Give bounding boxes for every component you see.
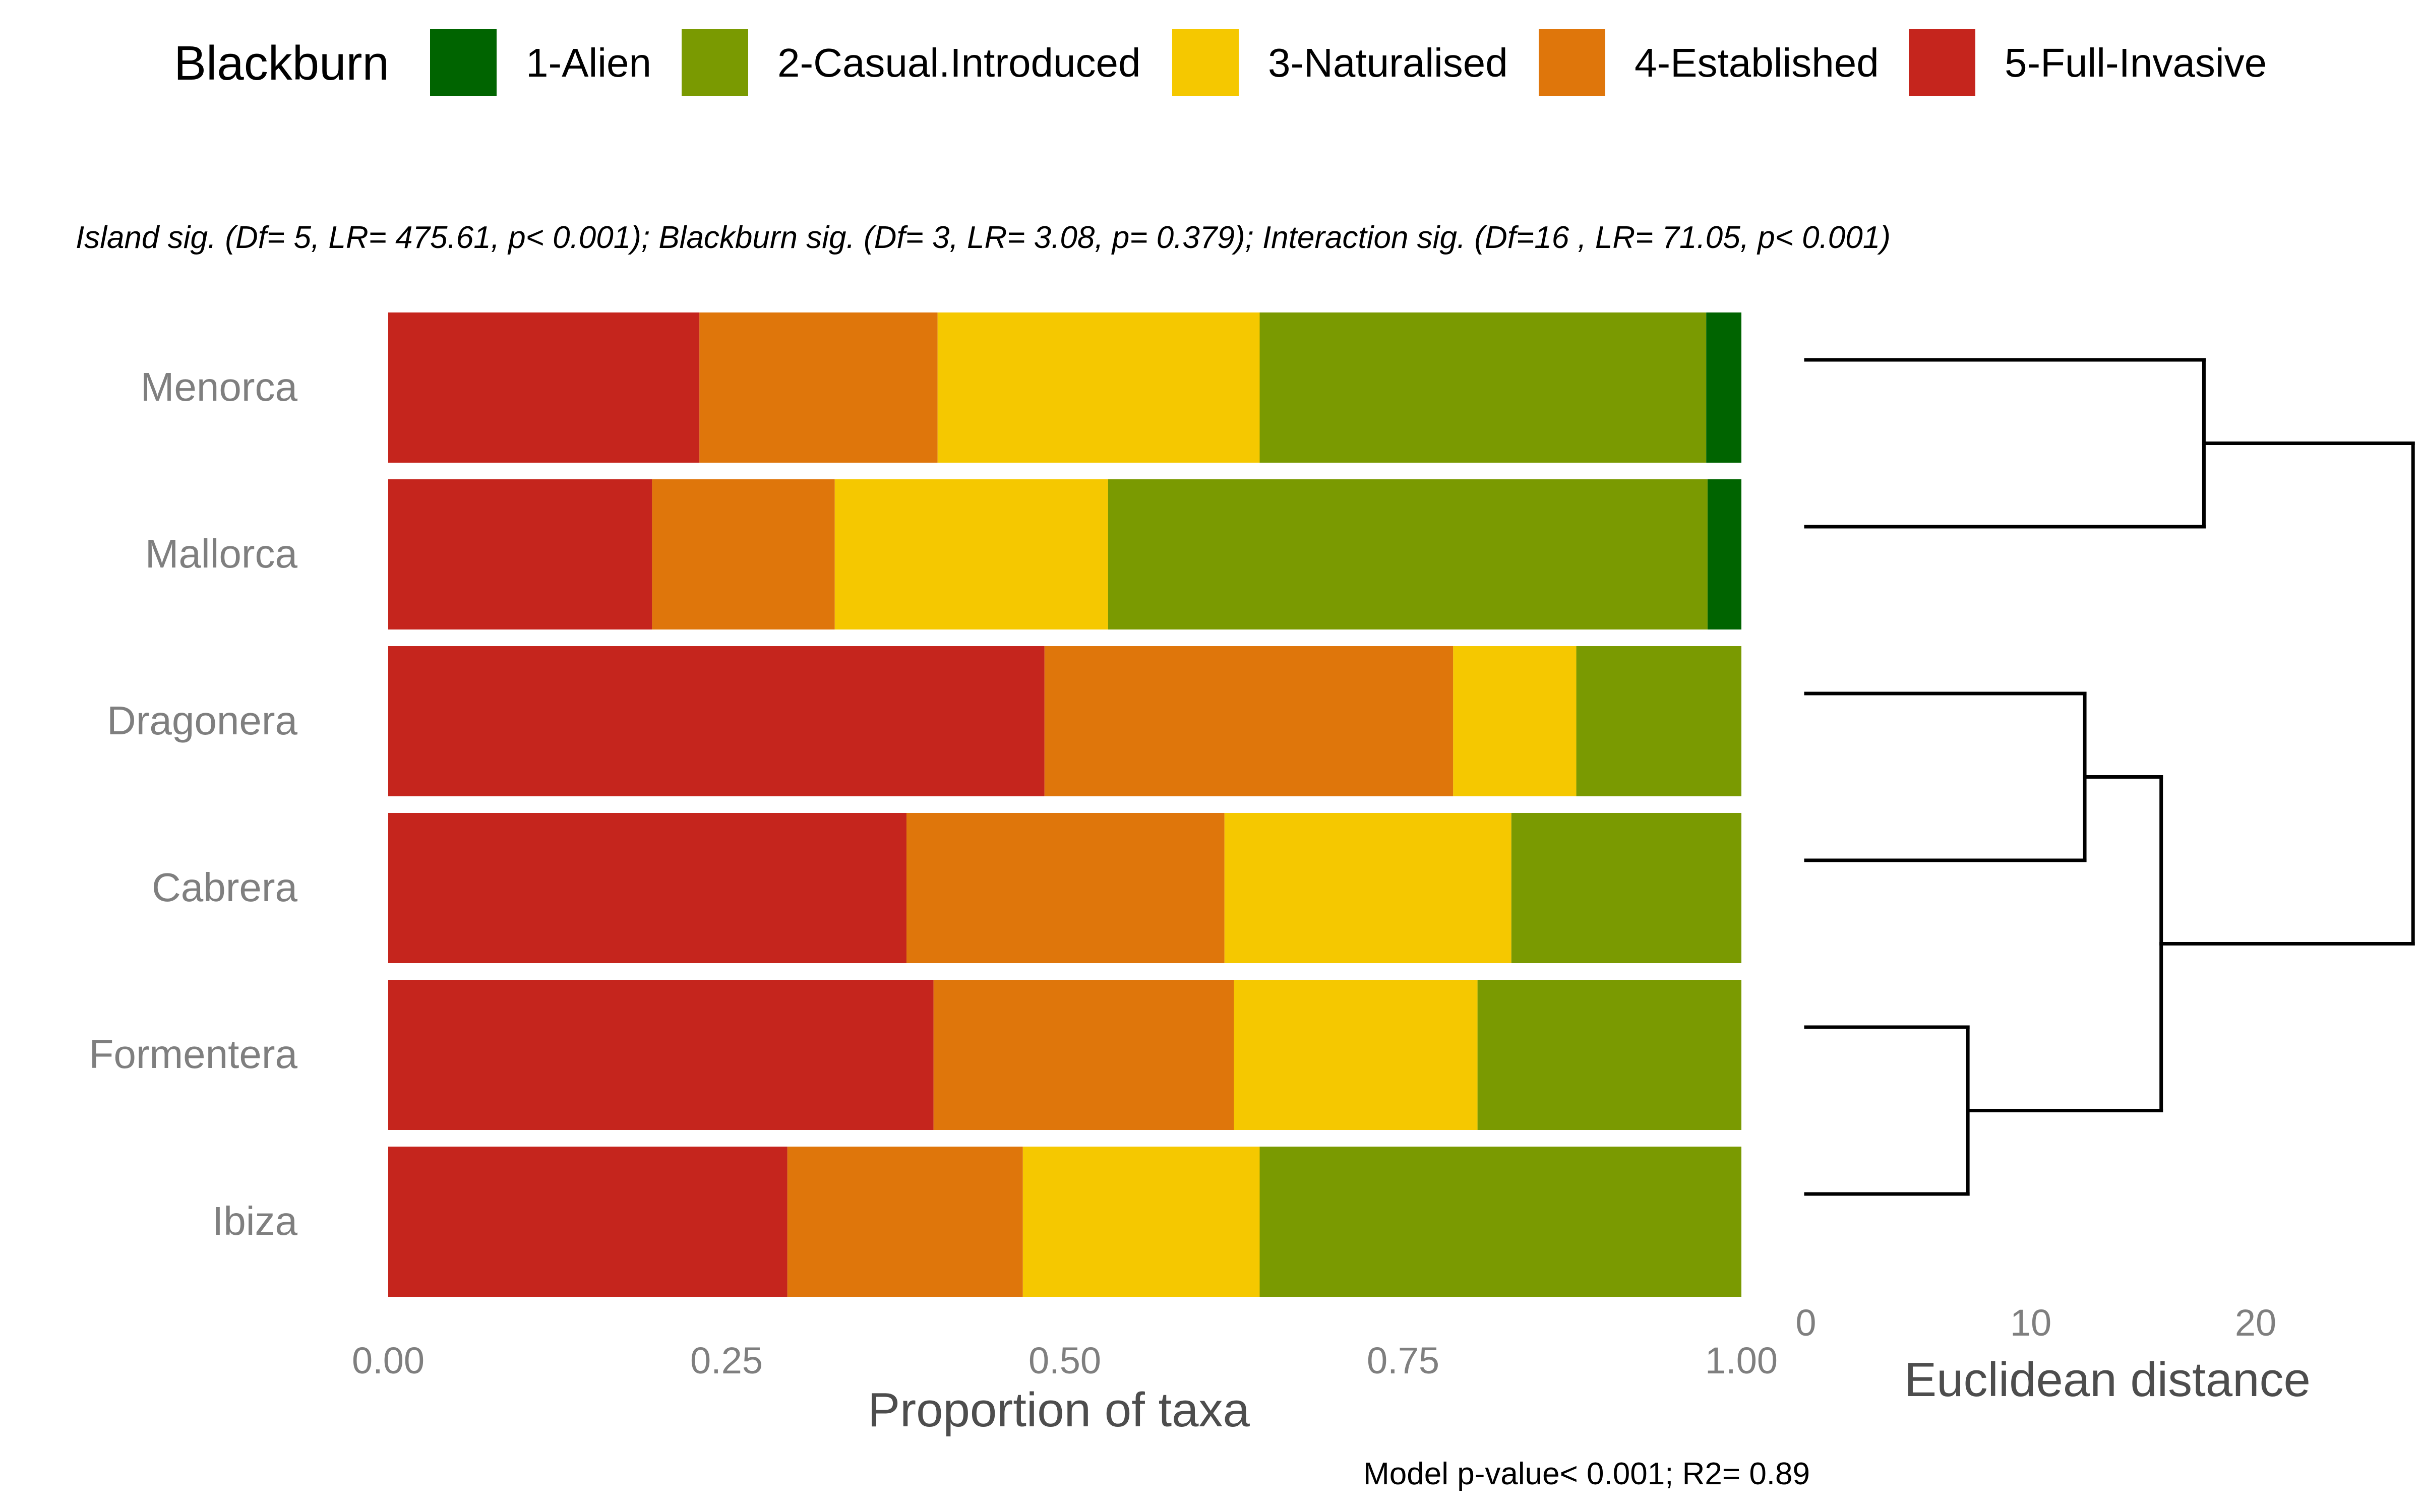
legend-swatch-4-established xyxy=(1539,29,1605,96)
bar-ibiza-4-established xyxy=(787,1147,1023,1297)
dendrogram-tick-label-1: 10 xyxy=(2010,1302,2051,1344)
legend-label-1-alien: 1-Alien xyxy=(526,40,651,85)
bar-dragonera-5-full-invasive xyxy=(388,646,1045,796)
model-footnote: Model p-value< 0.001; R2= 0.89 xyxy=(1363,1457,1810,1491)
legend-swatch-1-alien xyxy=(430,29,497,96)
x-tick-label-1: 0.25 xyxy=(690,1340,763,1381)
bar-formentera-4-established xyxy=(933,980,1234,1130)
dendrogram-tick-label-0: 0 xyxy=(1795,1302,1816,1344)
bar-dragonera-2-casual-introduced xyxy=(1576,646,1741,796)
bar-menorca-1-alien xyxy=(1706,312,1741,463)
legend-title: Blackburn xyxy=(174,36,389,90)
bar-dragonera-3-naturalised xyxy=(1453,646,1577,796)
island-label-ibiza: Ibiza xyxy=(212,1199,297,1243)
legend-label-5-full-invasive: 5-Full-Invasive xyxy=(2005,40,2267,85)
dendrogram xyxy=(1804,358,2415,1196)
bar-dragonera-4-established xyxy=(1044,646,1454,796)
dendrogram-tick-label-2: 20 xyxy=(2235,1302,2276,1344)
bar-mallorca-2-casual-introduced xyxy=(1108,479,1708,629)
stats-line: Island sig. (Df= 5, LR= 475.61, p< 0.001… xyxy=(76,220,1891,255)
legend-swatch-3-naturalised xyxy=(1172,29,1239,96)
island-label-dragonera: Dragonera xyxy=(107,698,298,743)
x-tick-label-0: 0.00 xyxy=(352,1340,425,1381)
x-tick-label-2: 0.50 xyxy=(1028,1340,1101,1381)
bar-mallorca-5-full-invasive xyxy=(388,479,652,629)
legend-label-2-casual-introduced: 2-Casual.Introduced xyxy=(777,40,1140,85)
legend-swatch-2-casual-introduced xyxy=(682,29,748,96)
bar-formentera-3-naturalised xyxy=(1234,980,1478,1130)
bar-formentera-5-full-invasive xyxy=(388,980,934,1130)
island-labels: Menorca Mallorca Dragonera Cabrera Formenter… xyxy=(89,364,298,1243)
legend: Blackburn 1-Alien 2-Casual.Introduced 3-Na… xyxy=(174,29,2267,96)
island-label-cabrera: Cabrera xyxy=(152,865,298,910)
dendrogram-axis-ticks: 0 10 20 xyxy=(1795,1302,2276,1344)
bar-cabrera-5-full-invasive xyxy=(388,813,906,963)
bar-cabrera-4-established xyxy=(906,813,1225,963)
dendrogram-axis-title: Euclidean distance xyxy=(1904,1353,2311,1407)
legend-label-4-established: 4-Established xyxy=(1635,40,1879,85)
bar-mallorca-4-established xyxy=(652,479,835,629)
x-axis-title: Proportion of taxa xyxy=(868,1383,1250,1437)
bar-ibiza-5-full-invasive xyxy=(388,1147,788,1297)
bar-ibiza-3-naturalised xyxy=(1022,1147,1260,1297)
bar-cabrera-2-casual-introduced xyxy=(1511,813,1741,963)
bar-menorca-4-established xyxy=(699,312,938,463)
island-label-menorca: Menorca xyxy=(141,364,298,409)
x-tick-label-4: 1.00 xyxy=(1705,1340,1778,1381)
x-tick-label-3: 0.75 xyxy=(1367,1340,1439,1381)
bar-menorca-2-casual-introduced xyxy=(1259,312,1707,463)
bar-mallorca-1-alien xyxy=(1707,479,1741,629)
bar-menorca-5-full-invasive xyxy=(388,312,700,463)
bar-formentera-2-casual-introduced xyxy=(1477,980,1741,1130)
x-axis-ticks: 0.00 0.25 0.50 0.75 1.00 xyxy=(352,1340,1778,1381)
bar-area xyxy=(388,312,1741,1297)
bar-mallorca-3-naturalised xyxy=(834,479,1108,629)
bar-cabrera-3-naturalised xyxy=(1224,813,1511,963)
island-label-mallorca: Mallorca xyxy=(145,531,298,576)
bar-ibiza-2-casual-introduced xyxy=(1259,1147,1741,1297)
bar-menorca-3-naturalised xyxy=(937,312,1260,463)
island-label-formentera: Formentera xyxy=(89,1032,298,1077)
legend-swatch-5-full-invasive xyxy=(1909,29,1975,96)
legend-label-3-naturalised: 3-Naturalised xyxy=(1268,40,1508,85)
